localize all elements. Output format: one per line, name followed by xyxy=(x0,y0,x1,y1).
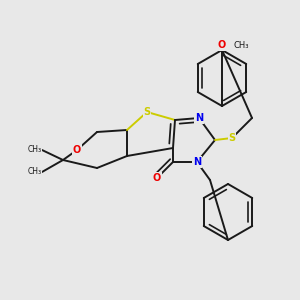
Text: N: N xyxy=(193,157,201,167)
Text: O: O xyxy=(153,173,161,183)
Text: O: O xyxy=(73,145,81,155)
Text: S: S xyxy=(228,133,236,143)
Text: CH₃: CH₃ xyxy=(234,40,250,50)
Text: N: N xyxy=(195,113,203,123)
Text: CH₃: CH₃ xyxy=(28,146,42,154)
Text: S: S xyxy=(143,107,151,117)
Text: CH₃: CH₃ xyxy=(28,167,42,176)
Text: O: O xyxy=(218,40,226,50)
